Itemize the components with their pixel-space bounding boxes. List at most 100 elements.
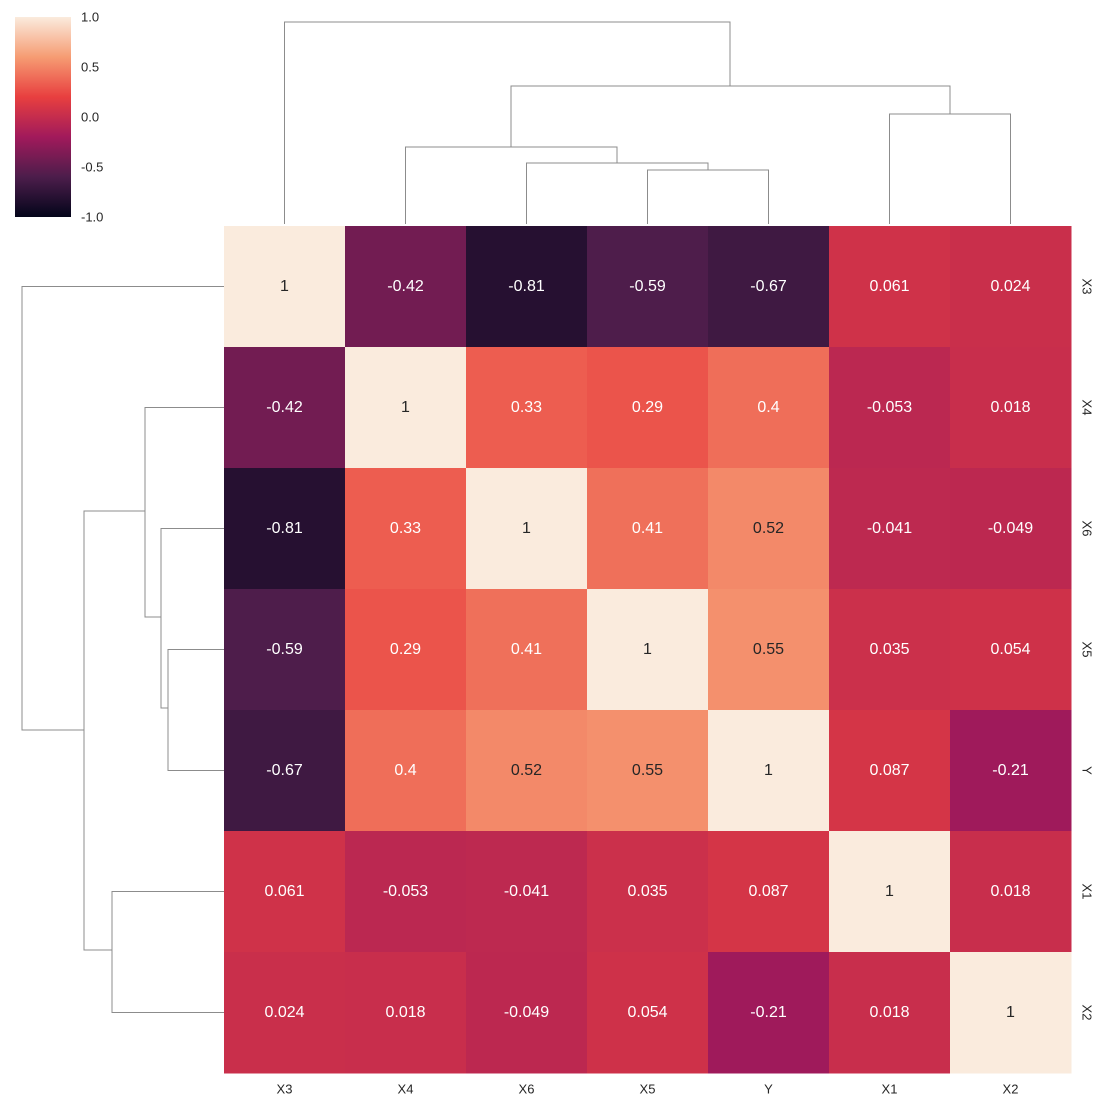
heatmap-cell xyxy=(829,589,951,711)
cell-annotation: 0.018 xyxy=(990,399,1030,416)
y-tick-label: X1 xyxy=(1080,884,1095,900)
heatmap-cell xyxy=(345,589,467,711)
x-tick-label: X6 xyxy=(519,1082,535,1097)
dendrogram-link xyxy=(647,169,769,224)
heatmap-cell xyxy=(829,710,951,832)
cell-annotation: -0.053 xyxy=(867,399,912,416)
heatmap-cell xyxy=(950,710,1072,832)
cell-annotation: 1 xyxy=(885,883,894,900)
heatmap-cell xyxy=(224,468,346,590)
column-dendrogram xyxy=(284,21,1011,224)
colorbar-tick-label: -0.5 xyxy=(81,160,103,175)
cell-annotation: 1 xyxy=(643,641,652,658)
cell-annotation: -0.81 xyxy=(508,278,545,295)
dendrogram-link xyxy=(510,85,951,147)
heatmap-cell xyxy=(466,468,588,590)
x-tick-label: X3 xyxy=(277,1082,293,1097)
heatmap-cell xyxy=(708,589,830,711)
heatmap-cell xyxy=(466,226,588,348)
heatmap-cell xyxy=(829,952,951,1074)
cell-annotation: -0.67 xyxy=(266,762,303,779)
cell-annotation: 0.054 xyxy=(627,1004,667,1021)
colorbar-tick-label: -1.0 xyxy=(81,210,103,225)
heatmap-cell xyxy=(466,589,588,711)
cell-annotation: 0.29 xyxy=(632,399,663,416)
cell-annotation: 0.035 xyxy=(869,641,909,658)
heatmap-cell xyxy=(466,347,588,469)
heatmap-cell xyxy=(345,952,467,1074)
cell-annotation: 0.061 xyxy=(264,883,304,900)
cell-annotation: 0.52 xyxy=(511,762,542,779)
cell-annotation: 0.087 xyxy=(748,883,788,900)
heatmap-cell xyxy=(224,952,346,1074)
heatmap-cell xyxy=(587,831,709,953)
cell-annotation: -0.041 xyxy=(867,520,912,537)
heatmap-cell xyxy=(587,952,709,1074)
cell-annotation: -0.049 xyxy=(988,520,1033,537)
y-tick-label: Y xyxy=(1080,766,1095,775)
cell-annotation: 0.4 xyxy=(757,399,779,416)
y-tick-label: X2 xyxy=(1080,1005,1095,1021)
heatmap-cell xyxy=(224,831,346,953)
dendrogram-link xyxy=(144,407,224,618)
x-tick-label: X5 xyxy=(640,1082,656,1097)
row-dendrogram xyxy=(21,286,224,1013)
y-tick-label: X5 xyxy=(1080,642,1095,658)
dendrogram-link xyxy=(526,162,709,224)
cell-annotation: -0.041 xyxy=(504,883,549,900)
x-tick-labels: X3 X4 X6 X5 Y X1 X2 xyxy=(277,1082,1019,1097)
cell-annotation: 0.024 xyxy=(990,278,1030,295)
heatmap-cell xyxy=(345,468,467,590)
cell-annotation: 1 xyxy=(522,520,531,537)
heatmap-cell xyxy=(950,831,1072,953)
y-tick-labels: X3 X4 X6 X5 Y X1 X2 xyxy=(1080,279,1095,1021)
cell-annotation: 0.4 xyxy=(394,762,416,779)
heatmap-cell xyxy=(345,831,467,953)
colorbar-tick-label: 0.0 xyxy=(81,110,99,125)
cell-annotation: 1 xyxy=(401,399,410,416)
cell-annotation: 0.55 xyxy=(632,762,663,779)
heatmap-cell xyxy=(950,952,1072,1074)
y-tick-label: X3 xyxy=(1080,279,1095,295)
heatmap-cell xyxy=(345,347,467,469)
heatmap-cell xyxy=(708,952,830,1074)
cell-annotation: 1 xyxy=(280,278,289,295)
cell-annotations: 1 -0.42 -0.81 -0.59 -0.67 0.061 0.024 -0.42 1 0.3… xyxy=(264,278,1033,1021)
colorbar-gradient xyxy=(15,17,71,217)
heatmap-cells xyxy=(224,226,1072,1074)
colorbar-tick-label: 1.0 xyxy=(81,10,99,25)
cell-annotation: 0.087 xyxy=(869,762,909,779)
cell-annotation: -0.049 xyxy=(504,1004,549,1021)
dendrogram-link xyxy=(160,528,224,709)
cell-annotation: 0.035 xyxy=(627,883,667,900)
cell-annotation: 0.41 xyxy=(511,641,542,658)
dendrogram-link xyxy=(405,146,618,224)
cell-annotation: 0.52 xyxy=(753,520,784,537)
heatmap-cell xyxy=(829,226,951,348)
dendrogram-link xyxy=(21,286,224,731)
cell-annotation: 0.054 xyxy=(990,641,1030,658)
dendrogram-link xyxy=(284,21,731,224)
heatmap-cell xyxy=(466,831,588,953)
heatmap-cell xyxy=(587,589,709,711)
heatmap-cell xyxy=(950,226,1072,348)
colorbar-tick-label: 0.5 xyxy=(81,60,99,75)
y-tick-label: X6 xyxy=(1080,521,1095,537)
cell-annotation: -0.21 xyxy=(992,762,1029,779)
cell-annotation: -0.81 xyxy=(266,520,303,537)
heatmap-cell xyxy=(587,468,709,590)
heatmap-cell xyxy=(829,468,951,590)
cell-annotation: 0.061 xyxy=(869,278,909,295)
colorbar: 1.0 0.5 0.0 -0.5 -1.0 xyxy=(15,10,103,225)
cell-annotation: 1 xyxy=(1006,1004,1015,1021)
cell-annotation: 0.33 xyxy=(390,520,421,537)
x-tick-label: X2 xyxy=(1003,1082,1019,1097)
cell-annotation: 1 xyxy=(764,762,773,779)
heatmap-cell xyxy=(587,226,709,348)
cell-annotation: -0.21 xyxy=(750,1004,787,1021)
cell-annotation: 0.024 xyxy=(264,1004,304,1021)
cell-annotation: -0.42 xyxy=(266,399,303,416)
dendrogram-link xyxy=(111,891,224,1013)
heatmap-cell xyxy=(708,226,830,348)
